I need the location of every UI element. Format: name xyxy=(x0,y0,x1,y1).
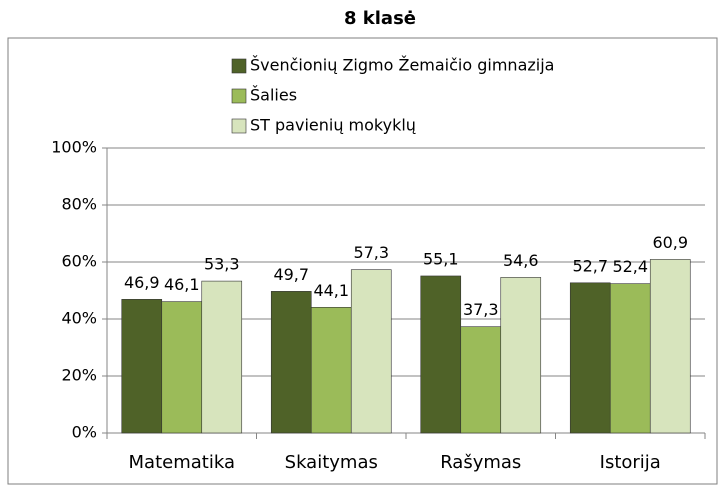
legend-label: Šalies xyxy=(250,86,297,105)
value-label: 52,4 xyxy=(612,257,648,276)
y-tick-label: 40% xyxy=(61,309,97,328)
bar xyxy=(420,275,462,434)
value-label: 52,7 xyxy=(572,256,608,275)
x-tick-label: Istorija xyxy=(600,452,661,473)
y-tick-label: 80% xyxy=(61,195,97,214)
value-label: 57,3 xyxy=(353,243,389,262)
value-label: 54,6 xyxy=(503,251,539,270)
legend-swatch xyxy=(231,58,247,74)
bar xyxy=(609,283,651,434)
bar xyxy=(460,326,502,434)
bar xyxy=(649,259,691,434)
value-label: 49,7 xyxy=(273,265,309,284)
x-tick-label: Skaitymas xyxy=(285,452,378,473)
bar xyxy=(121,299,163,434)
bar xyxy=(201,280,243,434)
bar xyxy=(569,282,611,434)
legend-swatch xyxy=(231,88,247,104)
value-label: 44,1 xyxy=(313,281,349,300)
value-label: 55,1 xyxy=(423,249,459,268)
bar xyxy=(500,277,542,434)
value-label: 46,9 xyxy=(124,273,160,292)
value-label: 60,9 xyxy=(652,233,688,252)
value-label: 53,3 xyxy=(204,255,240,274)
chart-title: 8 klasė xyxy=(344,8,416,29)
bar xyxy=(350,269,392,434)
bar xyxy=(161,301,203,434)
legend-swatch xyxy=(231,118,247,134)
bar xyxy=(270,291,312,434)
y-tick-label: 100% xyxy=(51,138,97,157)
value-label: 37,3 xyxy=(463,300,499,319)
legend-label: Švenčionių Zigmo Žemaičio gimnazija xyxy=(250,56,554,75)
y-tick-label: 20% xyxy=(61,366,97,385)
x-tick-label: Rašymas xyxy=(440,452,521,473)
y-tick-label: 60% xyxy=(61,252,97,271)
value-label: 46,1 xyxy=(164,275,200,294)
y-tick-label: 0% xyxy=(72,423,97,442)
x-tick-label: Matematika xyxy=(129,452,235,473)
bar xyxy=(310,307,352,434)
chart-border xyxy=(7,37,718,485)
legend-label: ST pavienių mokyklų xyxy=(250,116,416,135)
